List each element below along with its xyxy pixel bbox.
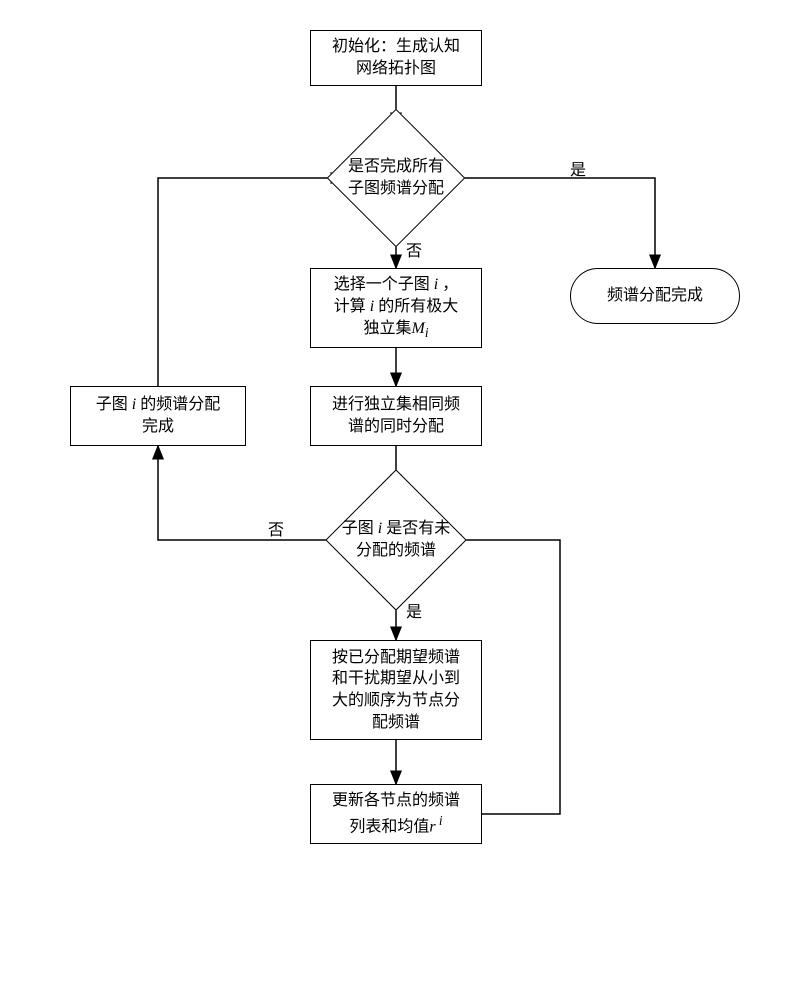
text: 按已分配期望频谱 (332, 649, 460, 666)
process-allocate-by-order: 按已分配期望频谱 和干扰期望从小到 大的顺序为节点分 配频谱 (310, 640, 482, 740)
text: 配频谱 (372, 714, 420, 731)
text: 更新各节点的频谱 (332, 792, 460, 809)
edge-label-yes: 是 (406, 598, 422, 622)
text: 的频谱分配 (136, 396, 220, 413)
process-select-subgraph: 选择一个子图 i ， 计算 i 的所有极大 独立集Mi (310, 268, 482, 348)
text: 频谱分配完成 (607, 285, 703, 307)
text: 初始化：生成认知 (332, 38, 460, 55)
text: 是否完成所有 (348, 158, 444, 175)
text: 选择一个子图 (334, 276, 434, 293)
text: 的所有极大 (374, 298, 458, 315)
terminator-spectrum-done: 频谱分配完成 (570, 268, 740, 324)
decision-unallocated-spectrum: 子图 i 是否有未 分配的频谱 (346, 490, 446, 590)
edge-label-no: 否 (268, 516, 284, 540)
subscript-i: i (425, 325, 429, 340)
process-update-spectrum-list: 更新各节点的频谱 列表和均值r i (310, 784, 482, 844)
process-initialize: 初始化：生成认知 网络拓扑图 (310, 30, 482, 86)
text: 列表和均值 (349, 818, 429, 835)
process-subgraph-done: 子图 i 的频谱分配 完成 (70, 386, 246, 446)
text: 计算 (334, 298, 370, 315)
text: 子图 (342, 520, 378, 537)
decision-all-subgraphs-done: 是否完成所有 子图频谱分配 (347, 129, 445, 227)
text: 网络拓扑图 (356, 60, 436, 77)
process-allocate-independent-set: 进行独立集相同频 谱的同时分配 (310, 386, 482, 446)
text: 分配的频谱 (356, 542, 436, 559)
edge-label-no: 否 (406, 237, 422, 261)
text: 是否完成所有 子图频谱分配 (313, 129, 480, 227)
text: 是否有未 (382, 520, 450, 537)
text: 进行独立集相同频 (332, 396, 460, 413)
text: 完成 (142, 418, 174, 435)
text: 子图频谱分配 (348, 180, 444, 197)
text: ， (438, 276, 458, 293)
text: 和干扰期望从小到 (332, 670, 460, 687)
var-M: M (411, 320, 424, 337)
text: 谱的同时分配 (348, 418, 444, 435)
superscript-i: i (436, 813, 443, 828)
text: 独立集 (363, 320, 411, 337)
edge-label-yes: 是 (570, 156, 586, 180)
text: 子图 (96, 396, 132, 413)
text: 大的顺序为节点分 (332, 692, 460, 709)
text: 子图 i 是否有未 分配的频谱 (311, 490, 481, 590)
